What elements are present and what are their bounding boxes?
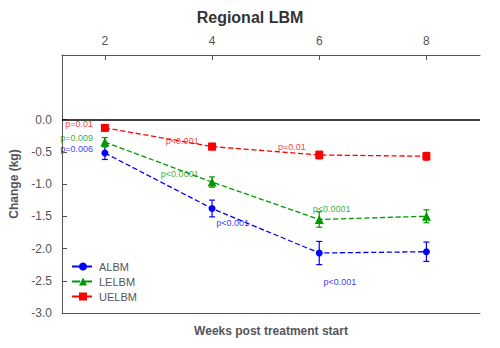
svg-text:Weeks post treatment start: Weeks post treatment start: [194, 324, 348, 338]
svg-text:p=0.009: p=0.009: [60, 133, 93, 143]
svg-text:-3.0: -3.0: [31, 306, 52, 320]
svg-text:-2.0: -2.0: [31, 242, 52, 256]
svg-text:p=0.01: p=0.01: [278, 142, 306, 152]
svg-text:Regional LBM: Regional LBM: [197, 9, 304, 26]
svg-text:ALBM: ALBM: [99, 261, 129, 273]
svg-text:-0.5: -0.5: [31, 145, 52, 159]
svg-text:p<0.001: p<0.001: [166, 136, 199, 146]
svg-text:Change (kg): Change (kg): [7, 149, 21, 218]
svg-text:-1.5: -1.5: [31, 209, 52, 223]
svg-text:8: 8: [423, 34, 430, 48]
svg-text:p=0.01: p=0.01: [65, 119, 93, 129]
svg-text:p<0.001: p<0.001: [216, 218, 249, 228]
svg-text:UELBM: UELBM: [99, 291, 137, 303]
svg-text:p=0.006: p=0.006: [60, 144, 93, 154]
svg-text:4: 4: [209, 34, 216, 48]
svg-text:LELBM: LELBM: [99, 276, 135, 288]
svg-text:p<0.0001: p<0.0001: [161, 169, 199, 179]
svg-text:0.0: 0.0: [35, 113, 52, 127]
svg-text:-1.0: -1.0: [31, 177, 52, 191]
svg-text:6: 6: [316, 34, 323, 48]
svg-text:2: 2: [102, 34, 109, 48]
svg-text:p<0.001: p<0.001: [324, 277, 357, 287]
svg-text:p<0.0001: p<0.0001: [313, 204, 351, 214]
svg-text:-2.5: -2.5: [31, 274, 52, 288]
